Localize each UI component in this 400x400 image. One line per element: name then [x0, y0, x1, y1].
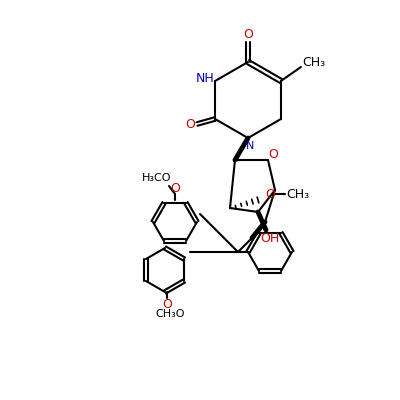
- Text: OH: OH: [260, 232, 280, 246]
- Text: CH₃O: CH₃O: [155, 309, 185, 319]
- Text: O: O: [185, 118, 195, 130]
- Text: NH: NH: [196, 72, 214, 86]
- Text: O: O: [243, 28, 253, 42]
- Text: CH₃: CH₃: [302, 56, 326, 70]
- Text: O: O: [268, 148, 278, 160]
- Text: H₃CO: H₃CO: [142, 173, 172, 183]
- Text: O: O: [162, 298, 172, 310]
- Text: O: O: [170, 182, 180, 194]
- Text: O: O: [265, 188, 275, 200]
- Text: CH₃: CH₃: [286, 188, 310, 200]
- Text: N: N: [246, 141, 254, 151]
